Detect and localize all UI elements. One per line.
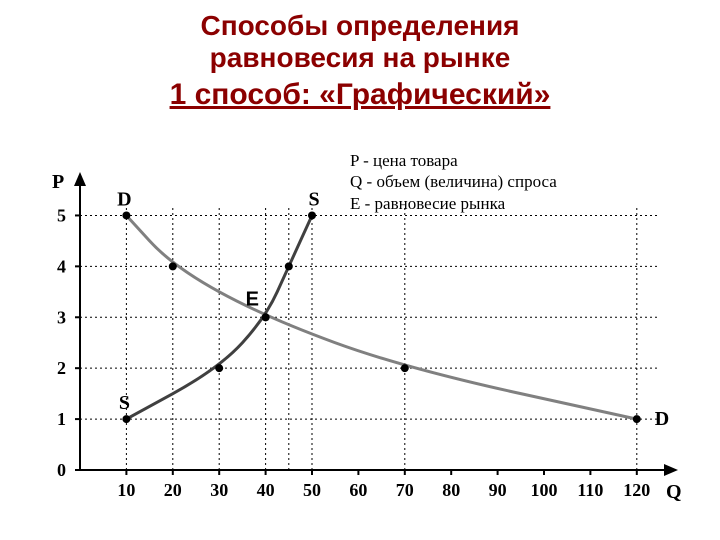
svg-text:100: 100 xyxy=(531,480,558,500)
svg-text:5: 5 xyxy=(57,205,66,225)
svg-text:50: 50 xyxy=(303,480,321,500)
svg-text:Q: Q xyxy=(666,481,682,503)
svg-text:70: 70 xyxy=(396,480,414,500)
svg-text:3: 3 xyxy=(57,307,66,327)
svg-text:4: 4 xyxy=(57,256,66,276)
svg-text:E: E xyxy=(246,288,259,310)
svg-text:30: 30 xyxy=(210,480,228,500)
title-block: Способы определения равновесия на рынке … xyxy=(0,0,720,112)
svg-text:120: 120 xyxy=(623,480,650,500)
subtitle: 1 способ: «Графический» xyxy=(0,78,720,112)
svg-text:90: 90 xyxy=(489,480,507,500)
slide: { "title": { "line1": "Способы определен… xyxy=(0,0,720,540)
title-line-2: равновесия на рынке xyxy=(0,42,720,74)
svg-text:S: S xyxy=(308,188,319,210)
svg-text:2: 2 xyxy=(57,358,66,378)
svg-text:20: 20 xyxy=(164,480,182,500)
title-line-1: Способы определения xyxy=(0,10,720,42)
svg-text:P: P xyxy=(52,171,64,193)
svg-text:110: 110 xyxy=(577,480,603,500)
svg-text:D: D xyxy=(655,408,669,430)
chart: P Q 0 1 2 3 4 5 10 20 30 40 50 60 70 80 90 100 110 120 D D S S E xyxy=(20,150,700,520)
svg-text:40: 40 xyxy=(257,480,275,500)
svg-text:0: 0 xyxy=(57,460,66,480)
svg-text:S: S xyxy=(119,392,130,414)
svg-text:D: D xyxy=(117,188,131,210)
chart-svg: P Q 0 1 2 3 4 5 10 20 30 40 50 60 70 80 90 100 110 120 D D S S E xyxy=(20,150,700,520)
svg-text:80: 80 xyxy=(442,480,460,500)
svg-text:1: 1 xyxy=(57,409,66,429)
svg-text:60: 60 xyxy=(349,480,367,500)
svg-text:10: 10 xyxy=(117,480,135,500)
